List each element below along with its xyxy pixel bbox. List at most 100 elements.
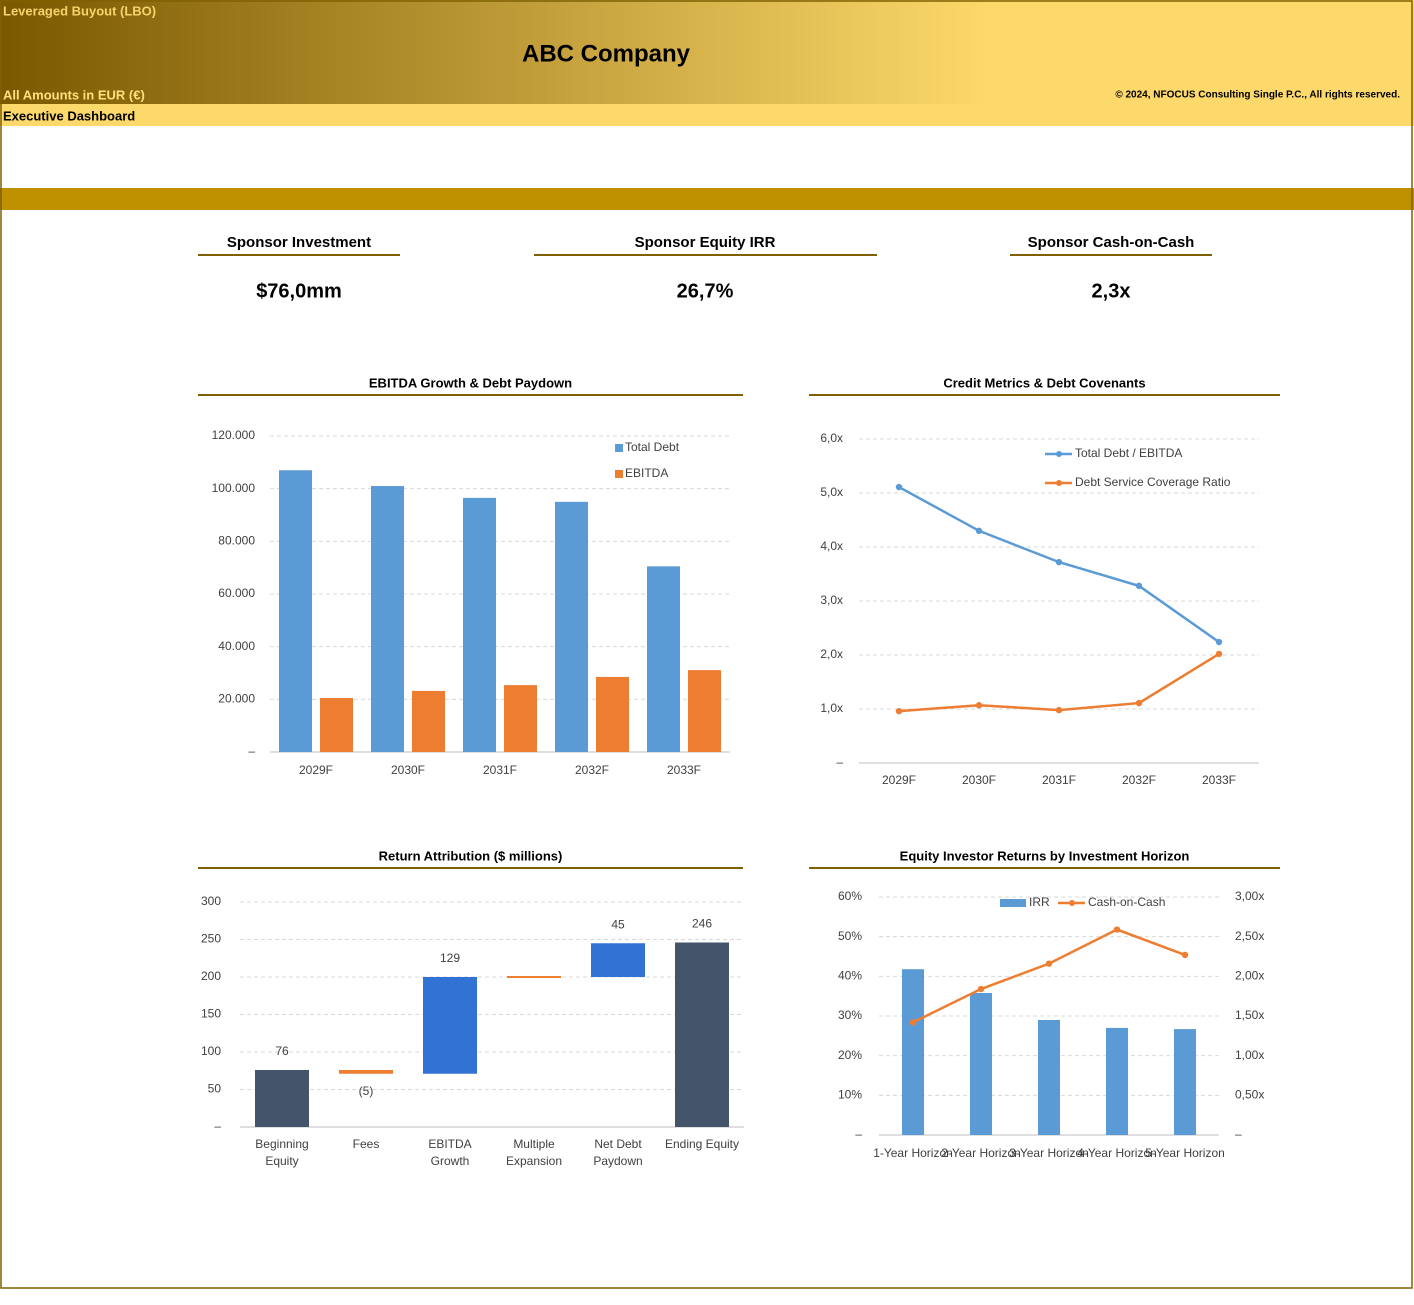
- x-tick-label: 2031F: [1042, 773, 1076, 787]
- x-tick-label: 2032F: [575, 763, 609, 777]
- bar: [339, 1070, 393, 1074]
- x-tick-label: 2033F: [1202, 773, 1236, 787]
- y-tick-label: 300: [201, 894, 221, 908]
- y-tick-label: 60.000: [218, 586, 255, 600]
- point: [909, 1019, 917, 1026]
- y-tick-label: 4,0x: [820, 539, 843, 553]
- x-tick-label: 5-Year Horizon: [1145, 1146, 1225, 1160]
- y-tick-label: 250: [201, 932, 221, 946]
- chart-title: Equity Investor Returns by Investment Ho…: [900, 848, 1190, 863]
- y-tick-label: 1,0x: [820, 701, 843, 715]
- kpi-value: $76,0mm: [256, 280, 342, 302]
- x-tick-label: 3-Year Horizon: [1009, 1146, 1089, 1160]
- bar: [412, 690, 445, 752]
- bar: [279, 470, 312, 752]
- y-tick-label: 6,0x: [820, 431, 843, 445]
- header-band: [0, 0, 1414, 104]
- y-tick-label: 5,0x: [820, 485, 843, 499]
- y-tick-label: 1,00x: [1235, 1048, 1264, 1062]
- point: [895, 483, 903, 491]
- x-tick-label: 2030F: [391, 763, 425, 777]
- y-tick-label: 3,00x: [1235, 889, 1264, 903]
- legend-label: IRR: [1029, 895, 1050, 909]
- bar: [970, 992, 992, 1135]
- y-tick-label: –: [214, 1119, 221, 1133]
- data-label: 246: [692, 917, 712, 931]
- x-tick-label: 2030F: [962, 773, 996, 787]
- y-tick-label: 150: [201, 1007, 221, 1021]
- point: [975, 702, 983, 709]
- bar: [504, 685, 537, 752]
- y-tick-label: 20%: [838, 1048, 862, 1062]
- point: [1181, 951, 1189, 959]
- point: [1055, 706, 1063, 714]
- data-label: (5): [359, 1084, 374, 1098]
- kpi-label: Sponsor Investment: [227, 234, 371, 251]
- y-tick-label: 80.000: [218, 534, 255, 548]
- point: [977, 985, 985, 993]
- bar: [1174, 1029, 1196, 1135]
- y-tick-label: 3,0x: [820, 593, 843, 607]
- kpi-value: 2,3x: [1092, 280, 1131, 302]
- y-tick-label: 1,50x: [1235, 1008, 1264, 1022]
- legend-label: Cash-on-Cash: [1088, 895, 1165, 909]
- y-tick-label: 10%: [838, 1088, 862, 1102]
- legend-label: Total Debt: [625, 440, 680, 454]
- point: [1113, 926, 1121, 933]
- x-tick-label: 2032F: [1122, 773, 1156, 787]
- data-label: 129: [440, 951, 460, 965]
- bar: [320, 698, 353, 752]
- separator-band: [0, 188, 1414, 210]
- legend-swatch: [615, 470, 623, 478]
- data-label: 76: [275, 1044, 289, 1058]
- x-tick-label: EBITDA Growth: [428, 1137, 472, 1168]
- legend-swatch: [615, 444, 623, 452]
- point: [975, 527, 983, 534]
- legend-swatch: [1056, 451, 1062, 457]
- bar: [675, 942, 729, 1127]
- x-tick-label: Beginning Equity: [255, 1137, 309, 1168]
- data-label: 45: [611, 917, 625, 931]
- y-tick-label: 100.000: [212, 481, 256, 495]
- line-series: [898, 652, 1220, 713]
- legend-swatch: [1000, 899, 1026, 907]
- x-tick-label: 2029F: [299, 763, 333, 777]
- chart-title: EBITDA Growth & Debt Paydown: [369, 375, 572, 390]
- y-tick-label: 60%: [838, 889, 862, 903]
- y-tick-label: 50: [208, 1082, 222, 1096]
- y-tick-label: 40%: [838, 969, 862, 983]
- point: [1055, 558, 1063, 566]
- point: [1215, 638, 1223, 646]
- bar: [647, 566, 680, 752]
- y-tick-label: –: [248, 744, 255, 758]
- x-tick-label: 1-Year Horizon: [873, 1146, 953, 1160]
- point: [1215, 650, 1223, 658]
- bar: [507, 976, 561, 978]
- y-tick-label: 0,50x: [1235, 1088, 1264, 1102]
- bar: [423, 977, 477, 1074]
- y-tick-label: 30%: [838, 1008, 862, 1022]
- y-tick-label: –: [1235, 1127, 1242, 1141]
- legend-label: Debt Service Coverage Ratio: [1075, 475, 1231, 489]
- x-tick-label: 4-Year Horizon: [1077, 1146, 1157, 1160]
- y-tick-label: 50%: [838, 929, 862, 943]
- x-tick-label: Ending Equity: [664, 1137, 740, 1151]
- y-tick-label: 120.000: [212, 428, 256, 442]
- kpi-label: Sponsor Equity IRR: [635, 234, 776, 251]
- chart-title: Return Attribution ($ millions): [379, 848, 563, 863]
- bar: [591, 943, 645, 977]
- point: [1135, 699, 1143, 707]
- point: [1135, 582, 1143, 590]
- sheet-name: Executive Dashboard: [3, 108, 135, 123]
- legend-label: EBITDA: [625, 466, 668, 480]
- company-name: ABC Company: [522, 40, 691, 67]
- legend-label: Total Debt / EBITDA: [1075, 446, 1182, 460]
- point: [895, 707, 903, 715]
- y-tick-label: 20.000: [218, 692, 255, 706]
- kpi-label: Sponsor Cash-on-Cash: [1028, 234, 1195, 251]
- bar: [902, 969, 924, 1135]
- bar: [1106, 1027, 1128, 1135]
